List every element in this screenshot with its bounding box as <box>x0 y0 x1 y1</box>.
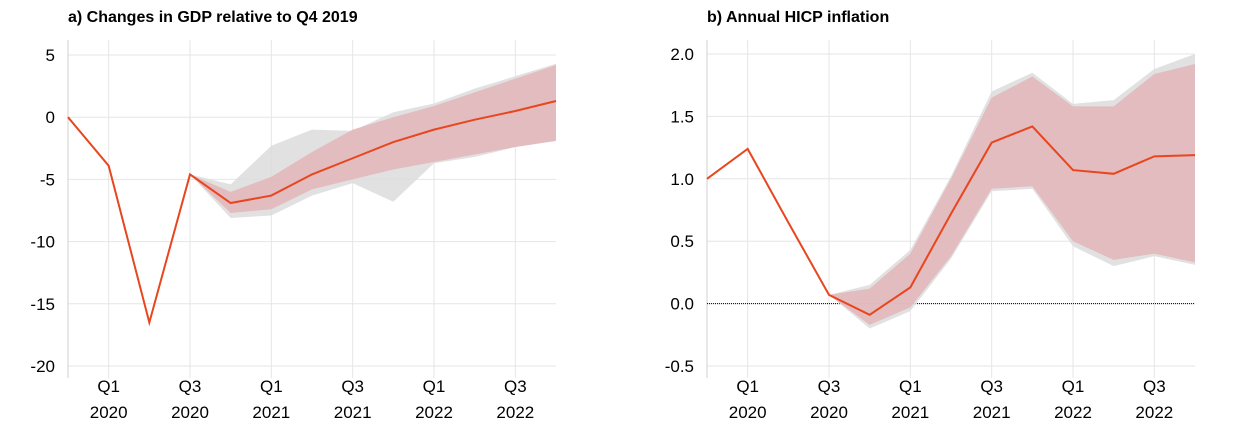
y-tick-label: -5 <box>40 170 55 189</box>
series-line <box>706 125 1196 316</box>
y-tick-label: 2.0 <box>670 45 694 64</box>
x-tick-label: Q1 2021 <box>891 377 929 422</box>
x-tick-label: Q3 2022 <box>496 377 534 422</box>
x-tick-label: Q3 2020 <box>810 377 848 422</box>
x-tick-label: Q1 2020 <box>729 377 767 422</box>
x-tick-label: Q1 2020 <box>90 377 128 422</box>
x-tick-label: Q3 2021 <box>973 377 1011 422</box>
y-tick-label: 0 <box>46 108 55 127</box>
y-tick-label: -0.5 <box>665 357 694 376</box>
uncertainty-band <box>829 63 1195 325</box>
y-tick-label: 0.0 <box>670 295 694 314</box>
y-tick-label: 5 <box>46 46 55 65</box>
chart-panel: b) Annual HICP inflation 2.0 1.5 1.0 0.5 0.0 -… <box>665 9 1196 422</box>
series-line <box>67 100 557 327</box>
uncertainty-band <box>190 64 556 213</box>
x-tick-label: Q3 2020 <box>171 377 209 422</box>
chart-title: b) Annual HICP inflation <box>707 9 889 26</box>
x-tick-label: Q3 2022 <box>1135 377 1173 422</box>
x-tick-label: Q1 2022 <box>415 377 453 422</box>
y-tick-label: 0.5 <box>670 232 694 251</box>
chart-title: a) Changes in GDP relative to Q4 2019 <box>68 9 358 26</box>
y-tick-label: 1.5 <box>670 107 694 126</box>
x-tick-label: Q3 2021 <box>334 377 372 422</box>
y-tick-label: 1.0 <box>670 170 694 189</box>
x-tick-label: Q1 2021 <box>252 377 290 422</box>
y-tick-label: -10 <box>30 233 55 252</box>
chart-panel: a) Changes in GDP relative to Q4 2019 5 0 -… <box>30 9 557 422</box>
y-tick-label: -20 <box>30 357 55 376</box>
x-tick-label: Q1 2022 <box>1054 377 1092 422</box>
y-tick-label: -15 <box>30 295 55 314</box>
